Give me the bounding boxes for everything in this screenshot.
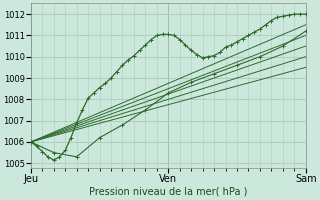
X-axis label: Pression niveau de la mer( hPa ): Pression niveau de la mer( hPa ) <box>89 187 247 197</box>
